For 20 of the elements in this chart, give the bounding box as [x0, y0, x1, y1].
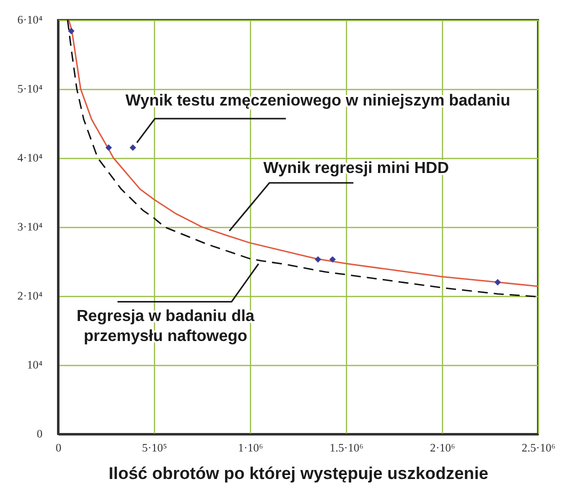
- y-tick-label: 3·10⁴: [17, 222, 42, 234]
- point: [329, 256, 336, 263]
- y-tick-label: 0: [36, 428, 43, 440]
- x-tick-label: 2·10⁶: [430, 442, 456, 454]
- x-tick-label: 1·10⁶: [238, 442, 264, 454]
- point: [130, 144, 136, 151]
- y-tick-label: 6·10⁴: [17, 14, 42, 26]
- point: [68, 28, 74, 34]
- x-tick-label: 1.5·10⁶: [330, 442, 364, 454]
- x-tick-label: 2.5·10⁶: [522, 442, 556, 454]
- point: [314, 256, 322, 263]
- x-tick-label: 0: [56, 442, 62, 454]
- x-tick-label: 5·10⁵: [142, 442, 168, 454]
- point: [494, 278, 501, 286]
- point: [105, 144, 112, 151]
- x-axis-title: Ilość obrotów po której występuje uszkodzenie: [108, 464, 488, 483]
- y-tick-label: 10⁴: [26, 360, 42, 372]
- y-tick-label: 4·10⁴: [17, 152, 42, 164]
- y-tick-label: 5·10⁴: [17, 84, 42, 96]
- y-tick-label: 2·10⁴: [17, 290, 42, 302]
